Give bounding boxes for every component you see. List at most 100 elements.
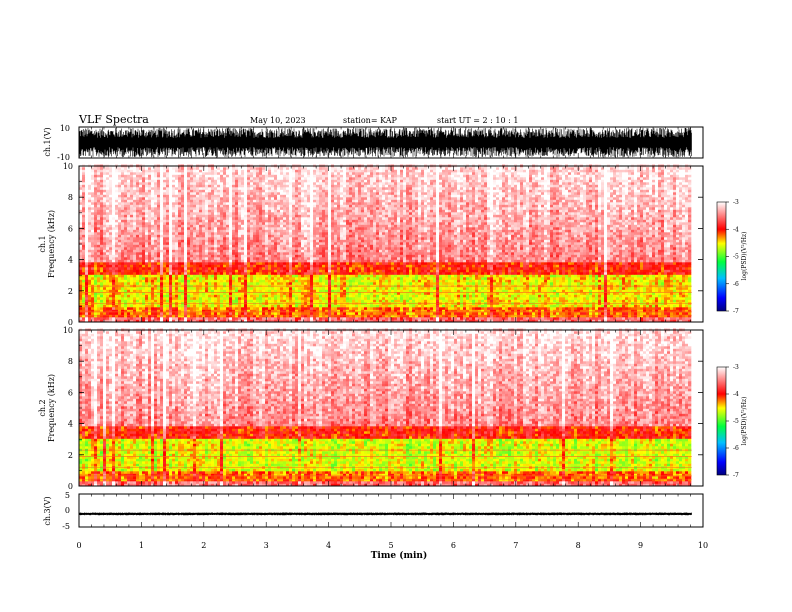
ch1-spectrogram-cell	[619, 297, 623, 300]
ch1-spectrogram-cell	[235, 289, 239, 293]
ch1-spectrogram-cell	[313, 309, 317, 313]
ch1-spectrogram-cell	[454, 287, 458, 290]
ch1-spectrogram-cell	[670, 317, 674, 320]
ch1-spectrogram-cell	[520, 279, 524, 283]
ch1-spectrogram-cell	[616, 272, 620, 275]
ch1-spectrogram-cell	[631, 304, 635, 308]
ch1-spectrogram-cell	[454, 264, 458, 268]
ch1-spectrogram-cell	[481, 299, 485, 303]
ch1-spectrogram-cell	[562, 309, 566, 313]
ch1-spectrogram-cell	[184, 259, 188, 263]
ch1-spectrogram-cell	[634, 317, 638, 320]
ch1-spectrogram-cell	[235, 259, 239, 263]
ch1-spectrogram-cell	[508, 269, 512, 273]
ch1-spectrogram-cell	[340, 269, 344, 273]
ch1-spectrogram-cell	[661, 319, 665, 323]
ch1-spectrogram-cell	[340, 282, 344, 285]
ch1-spectrogram-cell	[274, 309, 278, 313]
ch1-spectrogram-cell	[286, 297, 290, 300]
ch1-spectrogram-cell	[259, 299, 263, 303]
ch1-spectrogram-cell	[409, 289, 413, 293]
ch1-spectrogram-cell	[484, 294, 488, 298]
ch1-spectrogram-cell	[685, 304, 689, 308]
ch1-spectrogram-cell	[550, 309, 554, 313]
ch1-spectrogram-cell	[325, 282, 329, 285]
ch1-spectrogram-cell	[310, 282, 314, 285]
ch1-spectrogram-cell	[391, 279, 395, 283]
ch1-spectrogram-cell	[571, 277, 575, 280]
ch1-spectrogram-cell	[343, 307, 347, 310]
ch1-spectrogram-cell	[220, 274, 224, 278]
ch1-spectrogram-cell	[541, 279, 545, 283]
ch1-spectrogram-cell	[85, 287, 89, 290]
ch1-spectrogram-cell	[253, 282, 257, 285]
ch1-spectrogram-cell	[256, 272, 260, 275]
ch1-spectrogram-cell	[523, 299, 527, 303]
ch1-spectrogram-cell	[100, 297, 104, 300]
ch1-spectrogram-cell	[391, 307, 395, 310]
ch1-spectrogram-cell	[109, 262, 113, 265]
ch1-spectrogram-cell	[487, 262, 491, 265]
ch1-spectrogram-cell	[289, 297, 293, 300]
ch1-spectrogram-cell	[250, 282, 254, 285]
ch1-spectrogram-cell	[169, 299, 173, 303]
ch1-spectrogram-cell	[103, 307, 107, 310]
ch1-spectrogram-cell	[673, 264, 677, 268]
ch1-spectrogram-cell	[265, 309, 269, 313]
ch1-spectrogram-cell	[472, 274, 476, 278]
ch1-spectrogram-cell	[376, 304, 380, 308]
ch1-spectrogram-cell	[412, 317, 416, 320]
ch1-spectrogram-cell	[124, 259, 128, 263]
ch1-spectrogram-cell	[610, 279, 614, 283]
ch1-spectrogram-cell	[595, 282, 599, 285]
ch1-spectrogram-cell	[496, 269, 500, 273]
ch1-spectrogram-cell	[598, 309, 602, 313]
ch1-spectrogram-cell	[415, 319, 419, 323]
ch1-spectrogram-cell	[217, 299, 221, 303]
ch1-spectrogram-cell	[298, 299, 302, 303]
ch1-spectrogram-cell	[682, 312, 686, 315]
ch1-spectrogram-cell	[511, 279, 515, 283]
ch1-spectrogram-cell	[394, 272, 398, 275]
ch1-spectrogram-cell	[220, 319, 224, 323]
ch1-spectrogram-cell	[637, 282, 641, 285]
ch1-spectrogram-cell	[100, 292, 104, 295]
ch1-spectrogram-cell	[307, 262, 311, 265]
ch1-spectrogram-cell	[493, 312, 497, 315]
ch1-spectrogram-cell	[613, 272, 617, 275]
ch1-spectrogram-cell	[424, 312, 428, 315]
ch1-spectrogram-cell	[217, 312, 221, 315]
ch1-spectrogram-cell	[304, 267, 308, 270]
ch1-spectrogram-cell	[553, 319, 557, 323]
ch1-spectrogram-cell	[322, 259, 326, 263]
ch1-spectrogram-cell	[154, 287, 158, 290]
ch1-spectrogram-cell	[217, 262, 221, 265]
ch1-spectrogram-cell	[409, 304, 413, 308]
ch1-spectrogram-cell	[601, 282, 605, 285]
ch1-spectrogram-cell	[679, 307, 683, 310]
ch1-spectrogram-cell	[100, 277, 104, 280]
ch1-spectrogram-cell	[238, 292, 242, 295]
ch1-spectrogram-cell	[589, 262, 593, 265]
ch1-spectrogram-cell	[685, 292, 689, 295]
ch1-spectrogram-cell	[268, 299, 272, 303]
ch1-spectrogram-cell	[493, 274, 497, 278]
ch1-spectrogram-cell	[160, 304, 164, 308]
ch1-spectrogram-cell	[481, 289, 485, 293]
ch1-spectrogram-cell	[322, 279, 326, 283]
ch1-spectrogram-cell	[82, 264, 86, 268]
ch1-spectrogram-cell	[262, 264, 266, 268]
ch1-spectrogram-cell	[673, 294, 677, 298]
ch1-spectrogram-cell	[361, 279, 365, 283]
ch1-spectrogram-cell	[190, 262, 194, 265]
ch1-spectrogram-cell	[472, 297, 476, 300]
ch1-spectrogram-cell	[205, 312, 209, 315]
ch1-spectrogram-cell	[121, 264, 125, 268]
ch1-spectrogram-cell	[688, 287, 692, 290]
ch1-spectrogram-cell	[145, 297, 149, 300]
ch1-spectrogram-cell	[661, 287, 665, 290]
ch1-spectrogram-cell	[661, 299, 665, 303]
ch1-spectrogram-cell	[472, 312, 476, 315]
ch1-spectrogram-cell	[250, 309, 254, 313]
ch1-spectrogram-cell	[229, 304, 233, 308]
